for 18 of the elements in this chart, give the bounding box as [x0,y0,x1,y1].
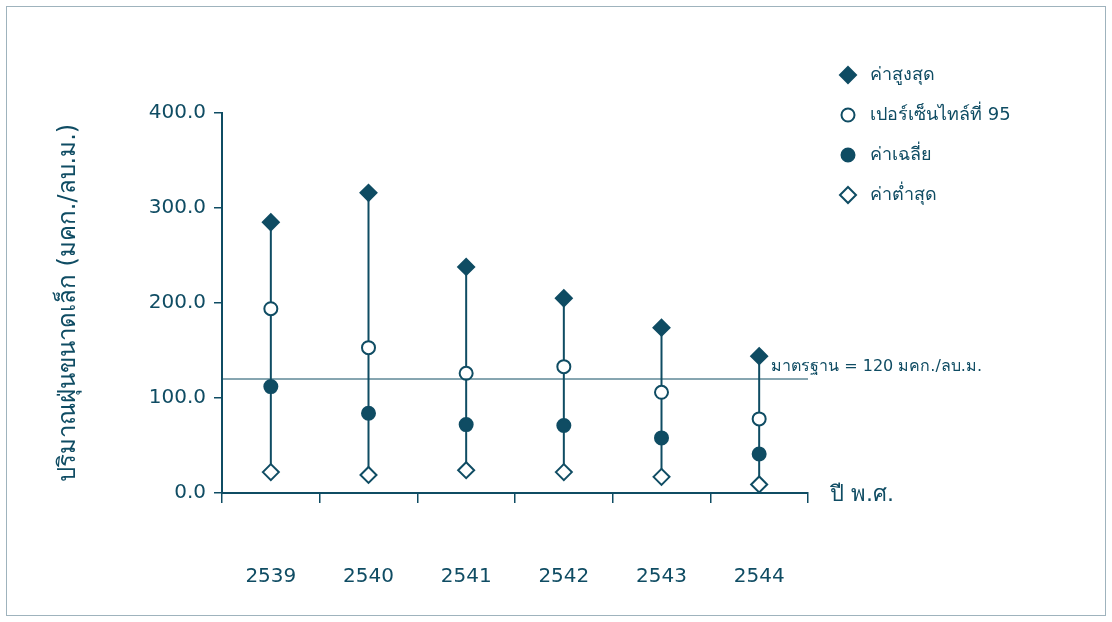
x-tick-label: 2542 [538,563,590,588]
x-axis-title: ปี พ.ศ. [829,480,894,506]
y-tick-label: 100.0 [148,384,206,409]
y-tick-label: 300.0 [148,194,206,219]
y-tick-label: 400.0 [148,99,206,124]
y-tick-label: 0.0 [174,479,206,504]
legend-label: ค่าเฉลี่ย [870,140,932,164]
y-axis-title: ปริมาณฝุ่นขนาดเล็ก (มคก./ลบ.ม.) [51,123,82,483]
x-tick-label: 2540 [343,563,394,588]
x-tick-label: 2543 [636,563,687,588]
y-tick-label: 200.0 [148,289,206,314]
legend-label: ค่าสูงสุด [870,62,935,85]
legend-label: เปอร์เซ็นไทล์ที่ 95 [870,100,1011,124]
x-tick-label: 2539 [245,563,297,588]
legend-label: ค่าต่ำสุด [870,180,937,205]
x-tick-label: 2544 [733,563,785,588]
x-tick-label: 2541 [440,563,492,588]
ref-line-label: มาตรฐาน = 120 มคก./ลบ.ม. [771,356,983,376]
